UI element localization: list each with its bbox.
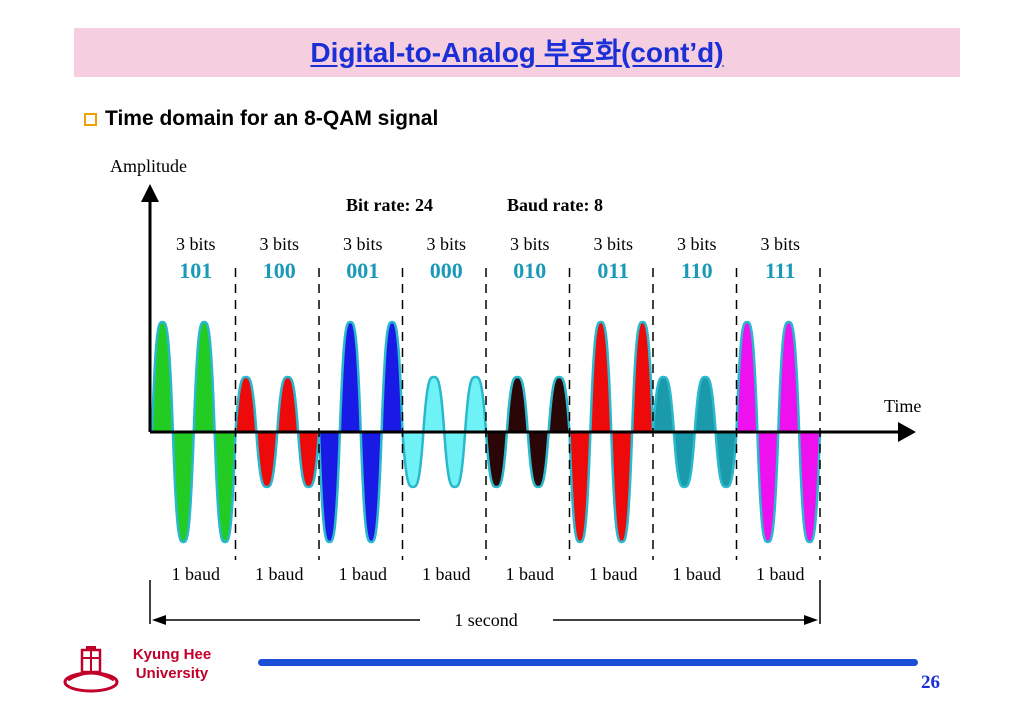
bits-label: 3 bits: [760, 234, 800, 254]
wave-lobe: [776, 320, 801, 434]
baud-label: 1 baud: [339, 564, 388, 584]
x-axis-label: Time: [884, 396, 921, 416]
wave-segment: [234, 375, 321, 489]
wave-lobe: [338, 320, 363, 434]
baud-label: 1 baud: [673, 564, 722, 584]
wave-lobe: [255, 430, 279, 489]
baud-label: 1 baud: [506, 564, 555, 584]
slide-title: Digital-to-Analog 부호화(cont’d): [310, 37, 724, 68]
bit-rate-label: Bit rate: 24: [346, 195, 433, 215]
bits-label: 3 bits: [176, 234, 216, 254]
left-arrowhead-icon: [152, 615, 166, 625]
bits-label: 3 bits: [593, 234, 633, 254]
wave-lobe: [735, 320, 759, 434]
right-arrowhead-icon: [804, 615, 818, 625]
wave-lobe: [609, 430, 634, 544]
baud-label: 1 baud: [589, 564, 638, 584]
wave-segment: [401, 375, 488, 489]
wave-lobe: [797, 430, 822, 544]
wave-lobe: [589, 320, 613, 434]
wave-lobe: [150, 320, 175, 434]
wave-lobe: [630, 320, 655, 434]
wave-lobe: [171, 430, 196, 544]
bits-label: 3 bits: [343, 234, 383, 254]
wave-lobe: [693, 375, 717, 434]
wave-lobe: [568, 430, 592, 544]
bit-code-label: 001: [346, 258, 379, 283]
wave-segment: [568, 320, 655, 544]
baud-label: 1 baud: [422, 564, 471, 584]
wave-lobe: [275, 375, 300, 434]
baud-rate-label: Baud rate: 8: [507, 195, 603, 215]
baud-label: 1 baud: [255, 564, 304, 584]
university-seal-icon: [63, 646, 119, 693]
university-name-line1: Kyung Hee: [132, 646, 212, 663]
wave-lobe: [192, 320, 216, 434]
bits-label: 3 bits: [259, 234, 299, 254]
x-axis-arrow-icon: [898, 422, 916, 442]
y-axis-arrow-icon: [141, 184, 159, 202]
wave-lobe: [651, 375, 676, 434]
wave-lobe: [484, 430, 509, 489]
title-bar: Digital-to-Analog 부호화(cont’d): [74, 28, 960, 77]
bit-code-label: 111: [765, 258, 796, 283]
wave-lobe: [463, 375, 488, 434]
wave-segment: [317, 320, 404, 544]
wave-lobe: [505, 375, 530, 434]
wave-segment: [150, 320, 237, 544]
university-name: Kyung Hee University: [122, 645, 222, 683]
baud-dividers: [234, 268, 821, 560]
wave-lobe: [380, 320, 404, 434]
bits-label: 3 bits: [677, 234, 717, 254]
wave-lobe: [234, 375, 258, 434]
wave-lobe: [442, 430, 467, 489]
wave-segment: [484, 375, 571, 489]
wave-lobe: [401, 430, 425, 489]
bit-code-label: 110: [681, 258, 713, 283]
segment-labels: 3 bits 101 1 baud 3 bits 100 1 baud 3 bits 001 1…: [172, 234, 805, 584]
wave-lobe: [213, 430, 237, 544]
bit-code-label: 101: [179, 258, 212, 283]
bullet-point: Time domain for an 8-QAM signal: [84, 104, 438, 134]
bit-code-label: 000: [430, 258, 463, 283]
footer-divider: [258, 659, 918, 666]
bit-code-label: 010: [513, 258, 546, 283]
wave-lobe: [422, 375, 446, 434]
bits-label: 3 bits: [426, 234, 466, 254]
wave-lobe: [714, 430, 738, 489]
wave-segment: [735, 320, 822, 544]
wave-lobe: [526, 430, 550, 489]
university-name-line2: University: [135, 665, 209, 682]
duration-label: 1 second: [454, 610, 517, 630]
checkbox-bullet-icon: [84, 112, 97, 126]
waveforms: [150, 320, 822, 544]
wave-lobe: [296, 430, 321, 489]
wave-segment: [651, 375, 738, 489]
y-axis-label: Amplitude: [110, 156, 187, 176]
baud-label: 1 baud: [756, 564, 805, 584]
bit-code-label: 100: [263, 258, 296, 283]
wave-lobe: [672, 430, 697, 489]
bit-code-label: 011: [597, 258, 629, 283]
bullet-text: Time domain for an 8-QAM signal: [105, 107, 439, 130]
bits-label: 3 bits: [510, 234, 550, 254]
baud-label: 1 baud: [172, 564, 221, 584]
wave-lobe: [547, 375, 571, 434]
wave-lobe: [317, 430, 342, 544]
wave-lobe: [756, 430, 780, 544]
page-number: 26: [921, 672, 940, 693]
wave-lobe: [359, 430, 383, 544]
